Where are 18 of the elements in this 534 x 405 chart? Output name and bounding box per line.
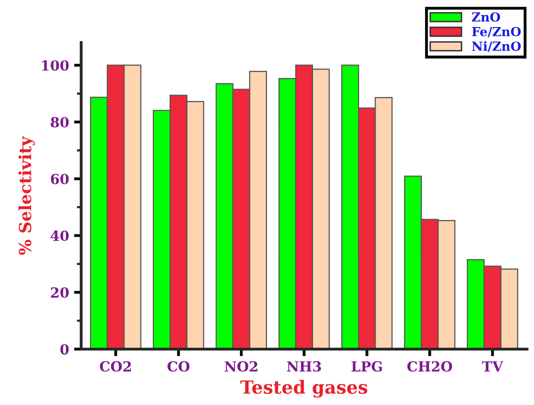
y-tick-label: 80	[50, 116, 69, 128]
x-tick-label: LPG	[352, 361, 382, 372]
y-tick-label: 40	[50, 230, 69, 242]
y-tick-label: 0	[60, 344, 69, 355]
legend-label: Ni/ZnO	[472, 41, 521, 52]
y-tick-label: 100	[42, 60, 69, 71]
x-tick-label: NH3	[286, 361, 321, 372]
legend-label: ZnO	[472, 12, 500, 22]
x-tick-label: CH2O	[407, 361, 452, 372]
x-tick-label: CO	[168, 361, 190, 372]
x-tick-label: TV	[482, 361, 504, 372]
legend-label: Fe/ZnO	[472, 26, 521, 38]
y-tick-label: 20	[50, 287, 69, 298]
x-axis-title: Tested gases	[240, 380, 368, 398]
x-tick-label: NO2	[224, 361, 258, 372]
x-tick-label: CO2	[100, 361, 131, 372]
y-axis-title: % Selectivity	[18, 136, 35, 255]
y-tick-label: 60	[50, 174, 69, 184]
